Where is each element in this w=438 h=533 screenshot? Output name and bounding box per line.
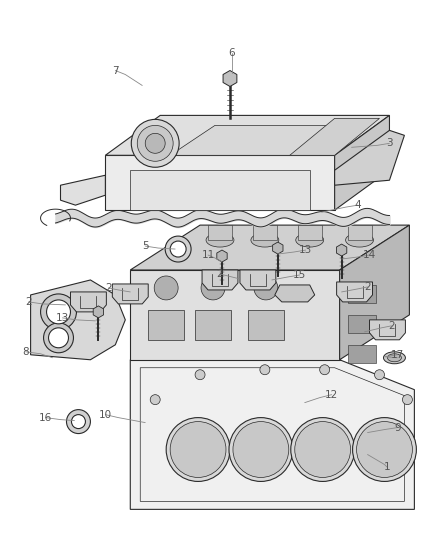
- Circle shape: [154, 276, 178, 300]
- Text: 7: 7: [112, 66, 118, 76]
- Text: 8: 8: [22, 347, 29, 357]
- Ellipse shape: [387, 354, 400, 362]
- Text: 17: 17: [390, 350, 403, 360]
- Polygon shape: [105, 155, 334, 210]
- Circle shape: [352, 417, 415, 481]
- Text: 6: 6: [228, 47, 235, 58]
- Polygon shape: [334, 116, 389, 210]
- Text: 12: 12: [324, 390, 338, 400]
- Circle shape: [165, 236, 191, 262]
- Polygon shape: [336, 244, 346, 256]
- Circle shape: [194, 370, 205, 379]
- Polygon shape: [105, 116, 389, 155]
- Bar: [148, 310, 184, 340]
- Text: 10: 10: [99, 410, 112, 419]
- Circle shape: [170, 422, 226, 478]
- Polygon shape: [216, 250, 226, 262]
- Circle shape: [356, 422, 411, 478]
- Circle shape: [229, 417, 292, 481]
- Polygon shape: [201, 270, 237, 290]
- Bar: [208, 225, 231, 240]
- Text: 15: 15: [293, 270, 306, 280]
- Circle shape: [71, 415, 85, 429]
- Polygon shape: [223, 70, 237, 86]
- Ellipse shape: [295, 233, 323, 247]
- Circle shape: [46, 300, 71, 324]
- Bar: [347, 225, 371, 240]
- Bar: [297, 225, 321, 240]
- Bar: [247, 310, 283, 340]
- Text: 13: 13: [298, 245, 312, 255]
- Ellipse shape: [345, 233, 373, 247]
- Polygon shape: [130, 170, 309, 210]
- Polygon shape: [130, 270, 339, 360]
- Polygon shape: [334, 131, 403, 185]
- Circle shape: [290, 417, 354, 481]
- Circle shape: [402, 394, 411, 405]
- Bar: [194, 310, 230, 340]
- Polygon shape: [93, 306, 103, 318]
- Text: 2: 2: [387, 321, 394, 331]
- Polygon shape: [60, 175, 105, 205]
- Text: 1: 1: [383, 463, 390, 472]
- Circle shape: [170, 241, 186, 257]
- Circle shape: [319, 365, 329, 375]
- Bar: [347, 285, 374, 303]
- Polygon shape: [336, 282, 372, 302]
- Polygon shape: [130, 225, 409, 270]
- Polygon shape: [274, 285, 314, 302]
- Circle shape: [150, 394, 160, 405]
- Polygon shape: [71, 292, 106, 312]
- Polygon shape: [170, 125, 364, 155]
- Text: 16: 16: [39, 413, 52, 423]
- Text: 11: 11: [201, 250, 214, 260]
- Polygon shape: [339, 225, 409, 360]
- Text: 2: 2: [216, 269, 223, 279]
- Polygon shape: [130, 360, 413, 510]
- Circle shape: [166, 417, 230, 481]
- Bar: [347, 345, 374, 363]
- Text: 2: 2: [105, 283, 111, 293]
- Circle shape: [233, 422, 288, 478]
- Polygon shape: [31, 280, 125, 360]
- Polygon shape: [140, 368, 403, 502]
- Circle shape: [374, 370, 384, 379]
- Circle shape: [131, 119, 179, 167]
- Circle shape: [294, 422, 350, 478]
- Circle shape: [43, 323, 73, 353]
- Polygon shape: [369, 320, 404, 340]
- Text: 13: 13: [56, 313, 69, 323]
- Circle shape: [40, 294, 76, 330]
- Circle shape: [253, 276, 277, 300]
- Polygon shape: [272, 242, 283, 254]
- Bar: [252, 225, 276, 240]
- Text: 5: 5: [141, 241, 148, 251]
- Circle shape: [49, 328, 68, 348]
- Circle shape: [137, 125, 173, 161]
- Circle shape: [259, 365, 269, 375]
- Text: 3: 3: [385, 139, 392, 148]
- Ellipse shape: [205, 233, 233, 247]
- Polygon shape: [112, 284, 148, 304]
- Circle shape: [66, 410, 90, 433]
- Circle shape: [201, 276, 224, 300]
- Polygon shape: [240, 270, 275, 290]
- Text: 2: 2: [25, 297, 32, 307]
- Text: 9: 9: [393, 423, 400, 433]
- Polygon shape: [289, 118, 378, 155]
- Text: 14: 14: [362, 250, 375, 260]
- Ellipse shape: [251, 233, 278, 247]
- Text: 4: 4: [353, 200, 360, 210]
- Ellipse shape: [383, 352, 404, 364]
- Text: 2: 2: [364, 282, 370, 292]
- Circle shape: [145, 133, 165, 154]
- Bar: [347, 315, 374, 333]
